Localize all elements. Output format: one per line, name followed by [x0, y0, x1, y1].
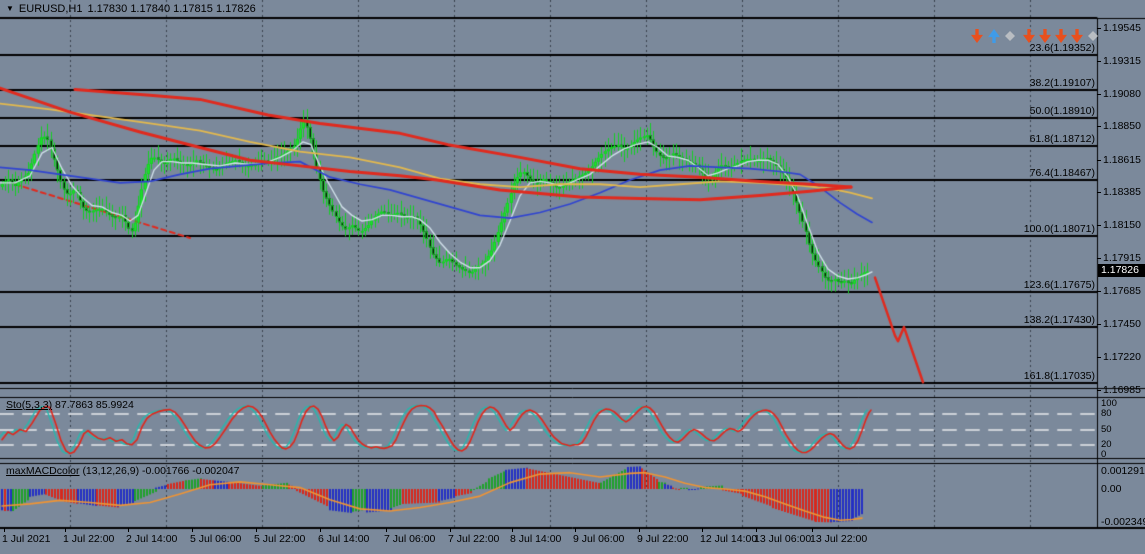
time-axis-tick-mark [256, 528, 257, 532]
fibonacci-level-label[interactable]: 23.6(1.19352) [1029, 42, 1095, 55]
time-axis-label: 12 Jul 14:00 [700, 533, 758, 545]
macd-scale-label: 0.001291 [1101, 464, 1145, 477]
time-axis-label: 13 Jul 22:00 [810, 533, 868, 545]
time-axis-tick-mark [575, 528, 576, 532]
stochastic-level-label: 80 [1101, 408, 1112, 420]
price-axis-tick-mark [1097, 28, 1101, 29]
price-axis-tick-label: 1.18385 [1103, 186, 1141, 199]
signal-diamond-icon [1005, 31, 1015, 41]
price-axis-tick-label: 1.19080 [1103, 87, 1141, 100]
time-axis-tick-mark [320, 528, 321, 532]
price-axis-tick-mark [1097, 258, 1101, 259]
time-axis-tick-mark [756, 528, 757, 532]
time-axis-tick-mark [702, 528, 703, 532]
time-axis-tick-mark [4, 528, 5, 532]
price-axis-tick-mark [1097, 61, 1101, 62]
price-axis-tick-mark [1097, 192, 1101, 193]
macd-scale-label: 0.00 [1101, 483, 1122, 495]
fibonacci-level-label[interactable]: 50.0(1.18910) [1029, 104, 1095, 117]
price-axis-tick-label: 1.17220 [1103, 350, 1141, 363]
price-axis-tick-mark [1097, 291, 1101, 292]
time-axis-label: 7 Jul 22:00 [448, 533, 500, 545]
time-axis-tick-mark [512, 528, 513, 532]
price-axis-tick-label: 1.17450 [1103, 318, 1141, 331]
fibonacci-level-label[interactable]: 100.0(1.18071) [1023, 223, 1095, 236]
macd-indicator-label: maxMACDcolor (13,12,26,9) -0.001766 -0.0… [6, 465, 239, 477]
time-axis-label: 5 Jul 06:00 [190, 533, 242, 545]
time-axis-label: 9 Jul 22:00 [637, 533, 689, 545]
fibonacci-level-label[interactable]: 76.4(1.18467) [1029, 167, 1095, 180]
stochastic-name: Sto(5,3,3) [6, 399, 53, 411]
time-axis-label: 7 Jul 06:00 [384, 533, 436, 545]
time-axis-label: 1 Jul 2021 [2, 533, 51, 545]
time-axis-tick-mark [386, 528, 387, 532]
macd-scale-label: -0.002349 [1101, 516, 1145, 529]
current-price-badge: 1.17826 [1098, 264, 1145, 277]
fibonacci-level-label[interactable]: 138.2(1.17430) [1023, 314, 1095, 327]
time-axis-tick-mark [812, 528, 813, 532]
time-axis-label: 5 Jul 22:00 [254, 533, 306, 545]
price-axis-tick-label: 1.18850 [1103, 120, 1141, 133]
time-axis-label: 13 Jul 06:00 [754, 533, 812, 545]
price-axis-tick-mark [1097, 94, 1101, 95]
price-axis-tick-label: 1.17915 [1103, 252, 1141, 265]
price-axis-tick-label: 1.16985 [1103, 384, 1141, 396]
price-axis-tick-mark [1097, 160, 1101, 161]
price-axis-tick-label: 1.18615 [1103, 153, 1141, 166]
time-axis-label: 6 Jul 14:00 [318, 533, 370, 545]
time-axis-label: 8 Jul 14:00 [510, 533, 562, 545]
price-axis-tick-mark [1097, 324, 1101, 325]
stochastic-level-label: 50 [1101, 423, 1112, 435]
time-axis-label: 2 Jul 14:00 [126, 533, 178, 545]
chart-title-bar: ▼ EURUSD,H1 1.17830 1.17840 1.17815 1.17… [6, 3, 256, 15]
stochastic-level-label: 20 [1101, 438, 1112, 450]
time-axis-tick-mark [65, 528, 66, 532]
stochastic-level-label: 0 [1101, 449, 1107, 460]
time-axis-label: 9 Jul 06:00 [573, 533, 625, 545]
time-axis-tick-mark [450, 528, 451, 532]
price-axis-tick-label: 1.19545 [1103, 22, 1141, 34]
time-axis-tick-mark [192, 528, 193, 532]
time-axis-label: 1 Jul 22:00 [63, 533, 115, 545]
fibonacci-level-label[interactable]: 161.8(1.17035) [1023, 369, 1095, 382]
symbol-period-label: EURUSD,H1 [18, 3, 83, 15]
stochastic-values: 87.7863 85.9924 [55, 399, 134, 411]
macd-name: maxMACDcolor [6, 465, 80, 477]
time-axis-tick-mark [128, 528, 129, 532]
stochastic-indicator-label: Sto(5,3,3) 87.7863 85.9924 [6, 399, 134, 411]
price-axis-tick-label: 1.19315 [1103, 54, 1141, 67]
price-axis-tick-mark [1097, 390, 1101, 391]
time-axis-tick-mark [639, 528, 640, 532]
symbol-dropdown-arrow-icon[interactable]: ▼ [6, 4, 14, 13]
price-axis-tick-label: 1.18150 [1103, 219, 1141, 232]
stochastic-level-label: 100 [1101, 398, 1117, 409]
fibonacci-level-label[interactable]: 38.2(1.19107) [1029, 76, 1095, 89]
price-axis-tick-mark [1097, 126, 1101, 127]
fibonacci-level-label[interactable]: 123.6(1.17675) [1023, 279, 1095, 292]
signal-diamond-icon [1088, 31, 1098, 41]
price-axis-tick-label: 1.17685 [1103, 285, 1141, 298]
ohlc-values: 1.17830 1.17840 1.17815 1.17826 [87, 3, 256, 15]
price-axis-tick-mark [1097, 357, 1101, 358]
macd-params: (13,12,26,9) [82, 465, 140, 477]
price-axis-tick-mark [1097, 225, 1101, 226]
macd-values: -0.001766 -0.002047 [141, 465, 240, 477]
fibonacci-level-label[interactable]: 61.8(1.18712) [1029, 132, 1095, 145]
